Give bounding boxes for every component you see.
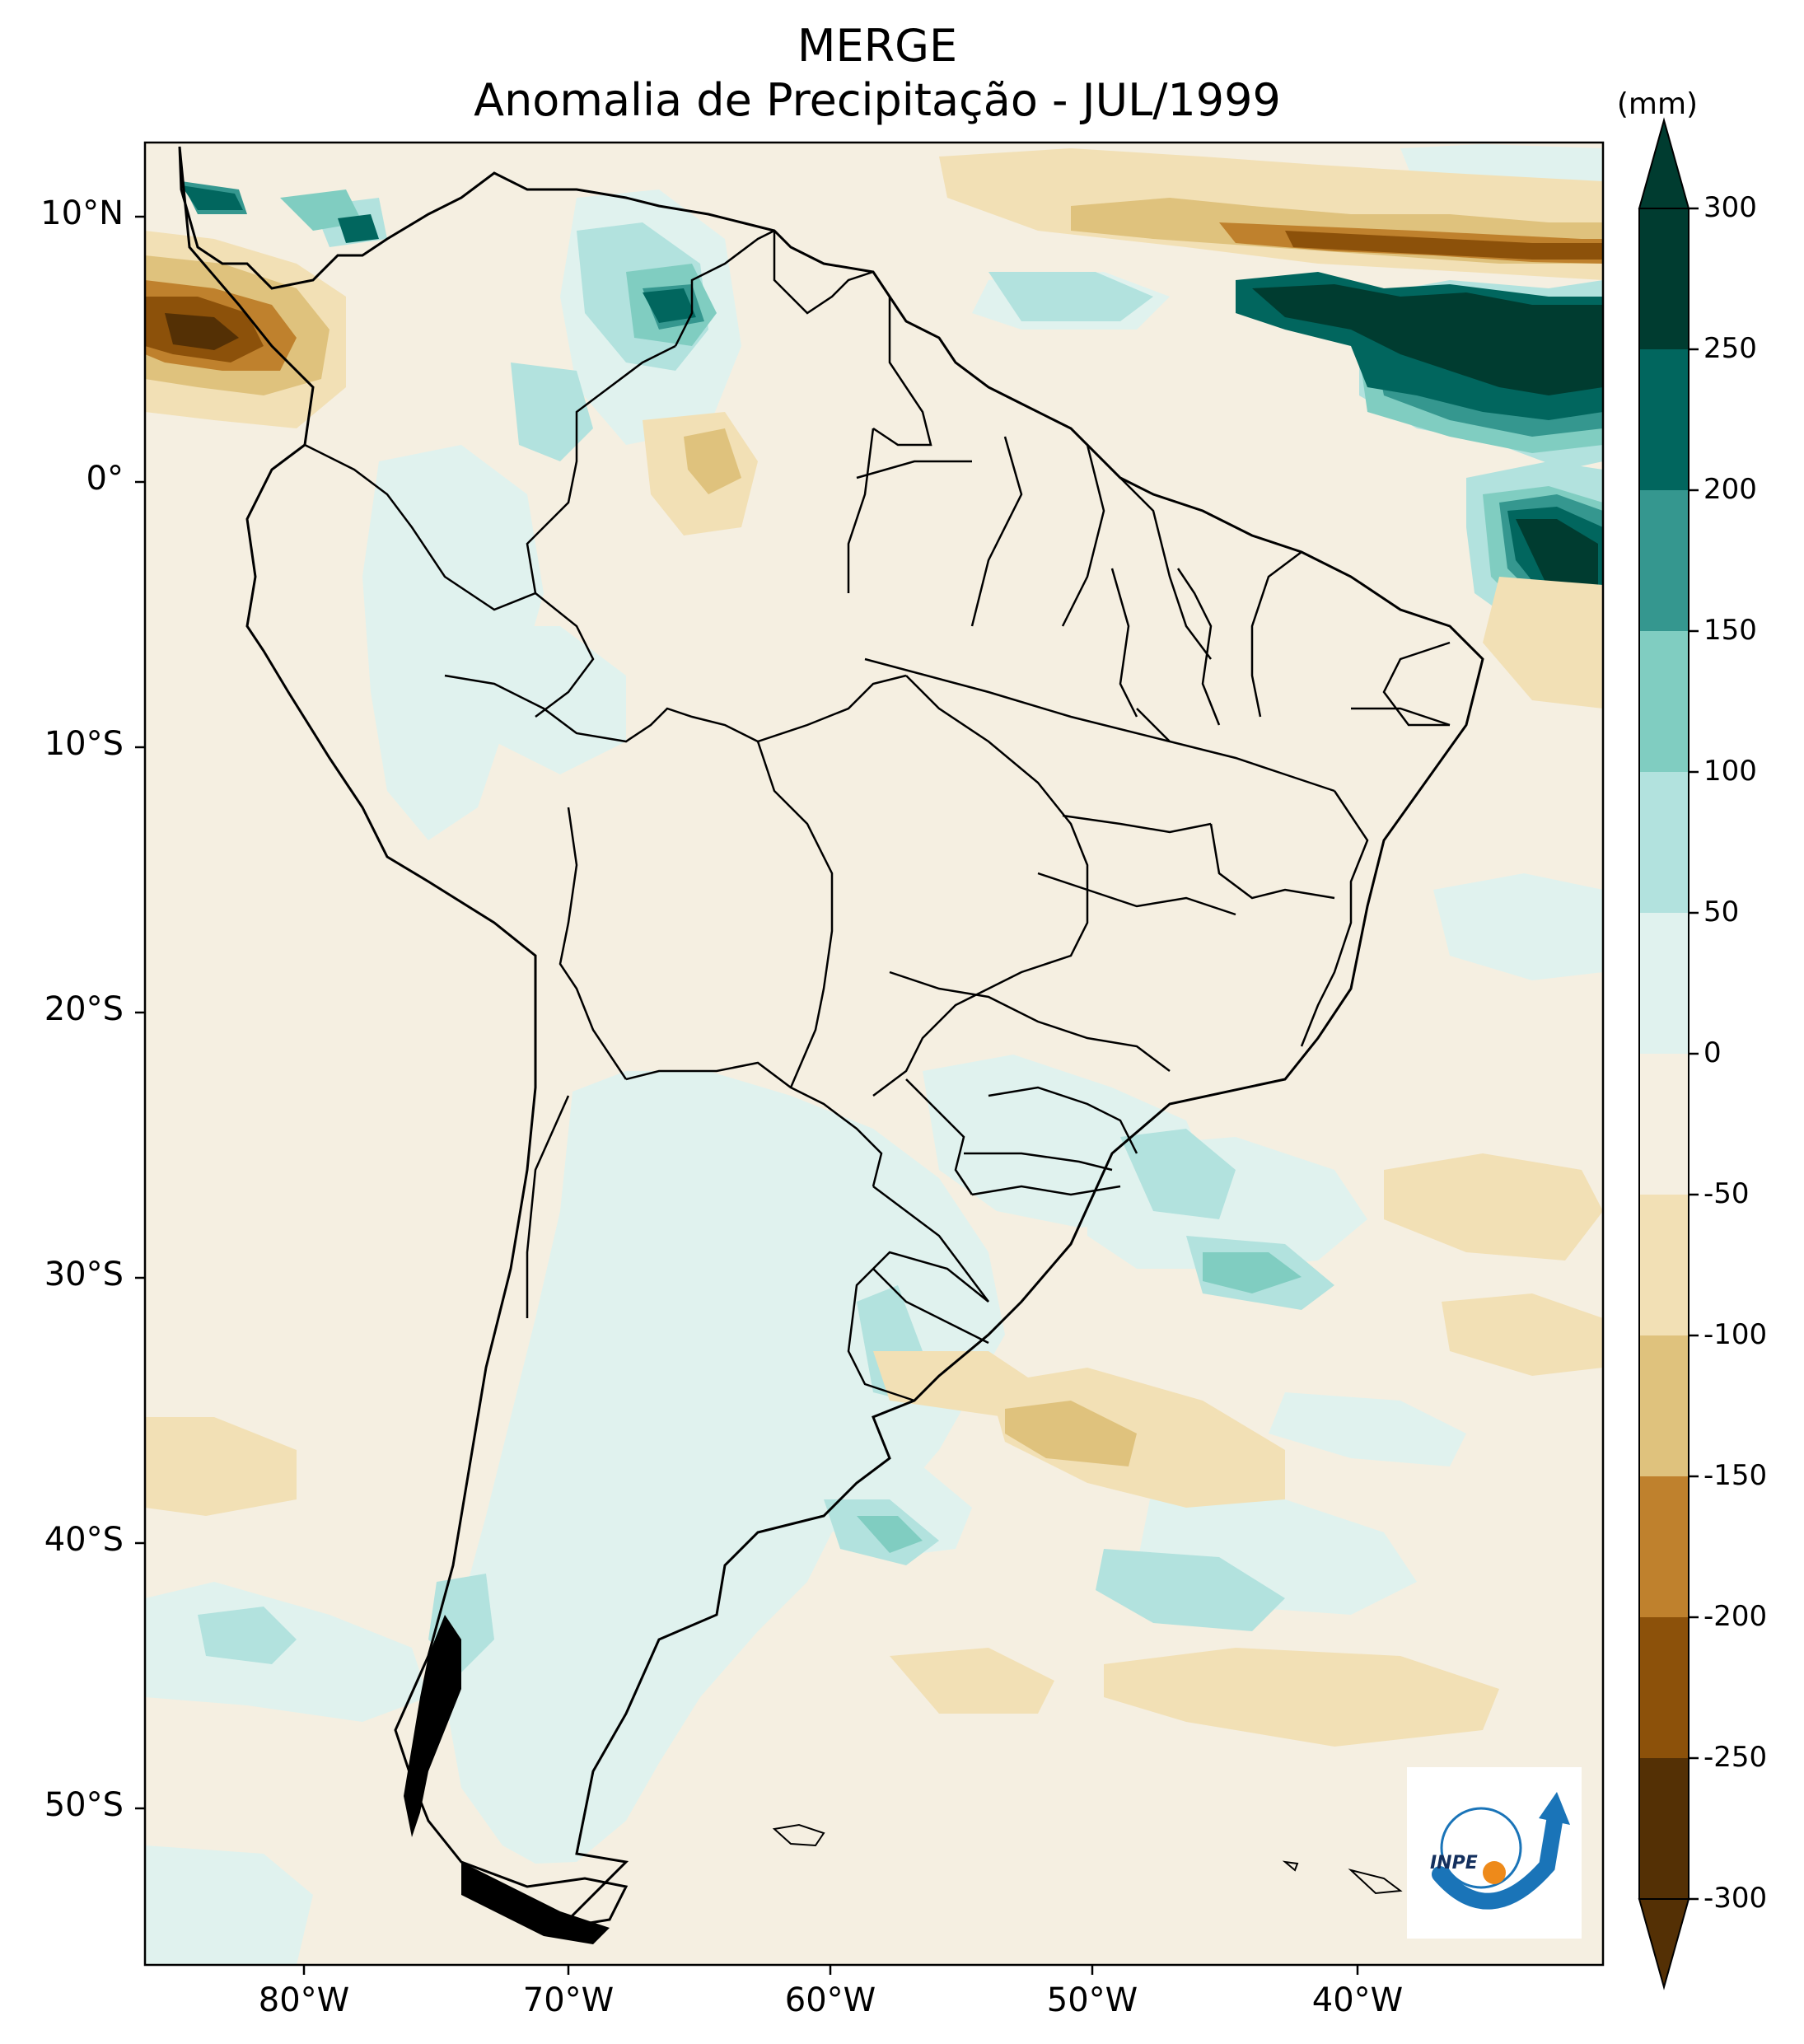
cb-tick-neg250: -250: [1704, 1741, 1768, 1774]
y-label-10n: 10°N: [40, 194, 124, 232]
continent-outline: [178, 146, 1484, 1930]
y-label-30s: 30°S: [44, 1256, 124, 1293]
inpe-logo: INPE: [1407, 1767, 1582, 1939]
y-label-50s: 50°S: [44, 1786, 124, 1824]
islands: [772, 1823, 1403, 1895]
cb-tick-150: 150: [1704, 614, 1757, 647]
x-label-40w: 40°W: [1311, 1981, 1404, 2019]
colorbar: [1638, 117, 1699, 1990]
colorbar-units: (mm): [1616, 87, 1699, 121]
positive-anomaly-max: [1252, 284, 1603, 593]
cb-tick-100: 100: [1704, 755, 1757, 788]
patagonia-fjords: [404, 1615, 610, 1944]
precip-field: [145, 143, 1603, 1965]
y-label-20s: 20°S: [44, 990, 124, 1028]
cb-tick-200: 200: [1704, 473, 1757, 506]
cb-tick-neg300: -300: [1704, 1882, 1768, 1915]
x-label-70w: 70°W: [522, 1981, 615, 2019]
plot-frame: [143, 141, 1605, 1967]
cb-tick-neg200: -200: [1704, 1600, 1768, 1633]
positive-anomaly-light: [145, 144, 1603, 1965]
inpe-logo-icon: [1432, 1792, 1570, 1910]
y-label-0: 0°: [86, 460, 124, 498]
cb-tick-neg50: -50: [1704, 1177, 1750, 1210]
cb-tick-neg150: -150: [1704, 1459, 1768, 1492]
cb-tick-250: 250: [1704, 332, 1757, 365]
y-label-10s: 10°S: [44, 725, 124, 763]
x-label-80w: 80°W: [258, 1981, 350, 2019]
inpe-logo-text: INPE: [1430, 1853, 1478, 1873]
cb-tick-neg100: -100: [1704, 1318, 1768, 1351]
x-label-60w: 60°W: [784, 1981, 876, 2019]
map-title-line2: Anomalia de Precipitação - JUL/1999: [474, 74, 1281, 126]
cb-tick-300: 300: [1704, 191, 1757, 224]
x-label-50w: 50°W: [1046, 1981, 1138, 2019]
axis-ticks: [135, 215, 1359, 1975]
y-label-40s: 40°S: [44, 1521, 124, 1559]
cb-tick-0: 0: [1704, 1036, 1722, 1069]
negative-anomaly-extreme: [165, 313, 239, 350]
cb-tick-50: 50: [1704, 896, 1740, 928]
country-borders: [304, 229, 1451, 1402]
map-title-line1: MERGE: [797, 20, 958, 72]
